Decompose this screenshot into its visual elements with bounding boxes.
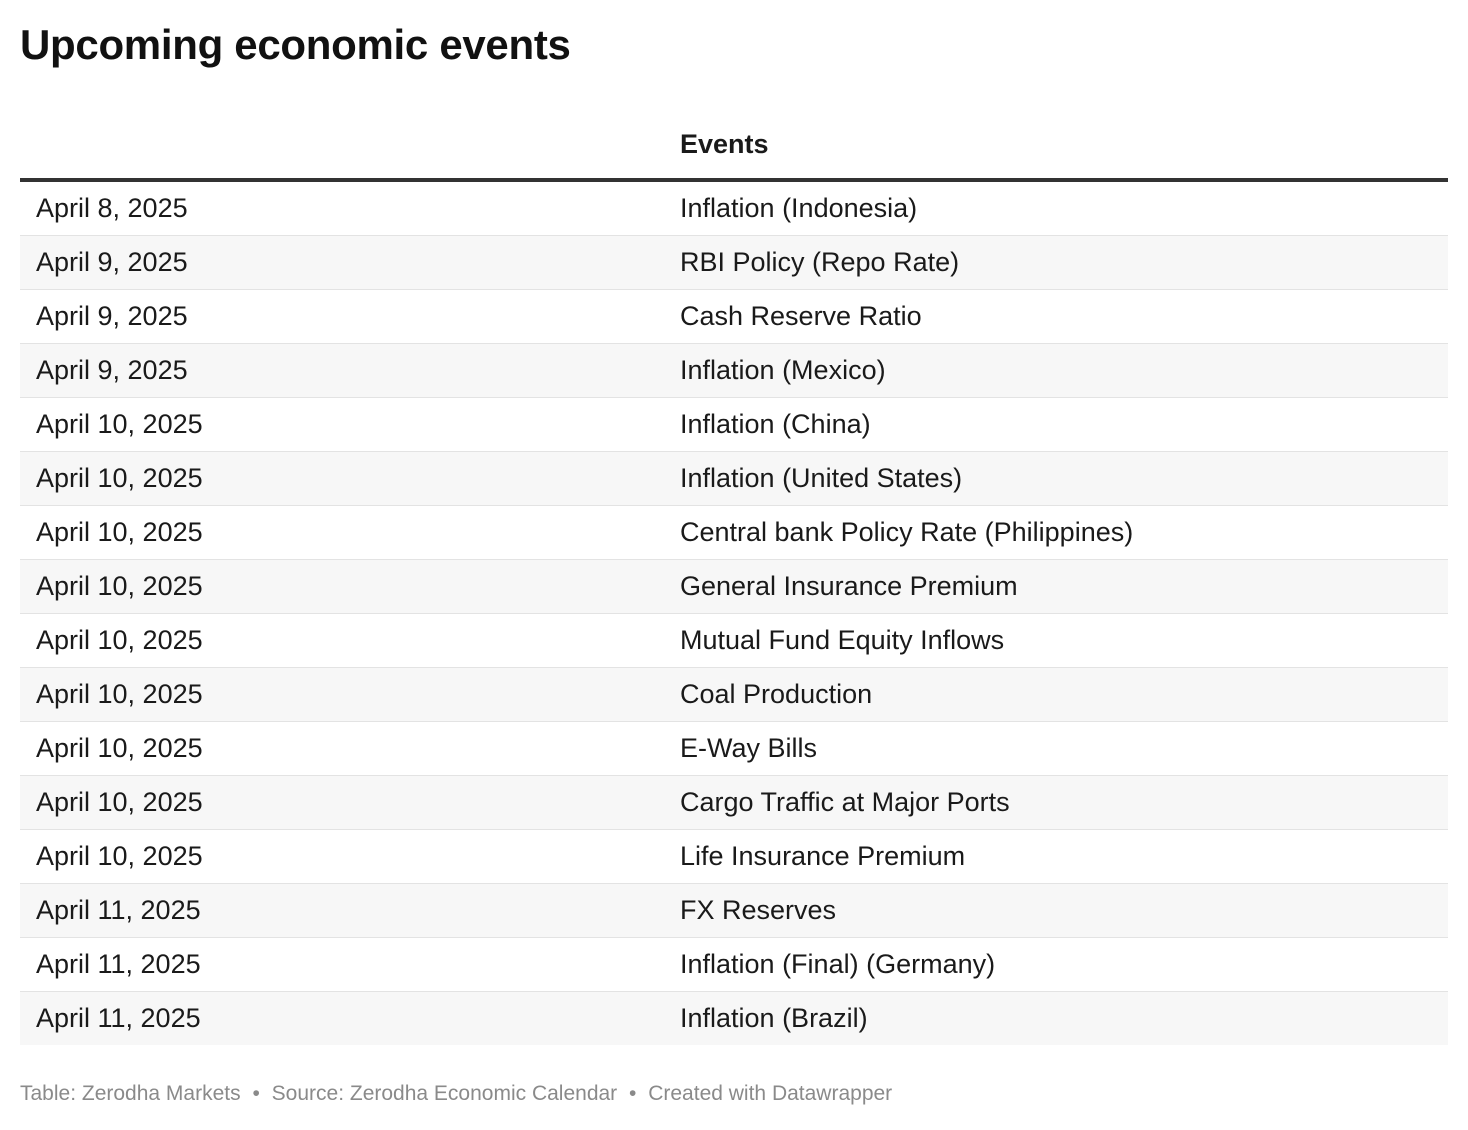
event-name-cell: Inflation (Brazil) bbox=[680, 991, 1448, 1045]
event-name-cell: Coal Production bbox=[680, 667, 1448, 722]
event-name-cell: Mutual Fund Equity Inflows bbox=[680, 613, 1448, 668]
table-row: April 10, 2025 Inflation (China) bbox=[20, 397, 1448, 452]
page-title: Upcoming economic events bbox=[20, 21, 571, 68]
footer-credits: Table: Zerodha Markets • Source: Zerodha… bbox=[20, 1082, 892, 1106]
event-name-cell: Cash Reserve Ratio bbox=[680, 289, 1448, 344]
column-header-events: Events bbox=[680, 110, 1448, 182]
table-row: April 10, 2025 Central bank Policy Rate (… bbox=[20, 505, 1448, 560]
event-date-cell: April 10, 2025 bbox=[20, 451, 680, 506]
footer-separator: • bbox=[629, 1082, 637, 1105]
table-row: April 11, 2025 FX Reserves bbox=[20, 883, 1448, 938]
event-date-cell: April 10, 2025 bbox=[20, 775, 680, 830]
table-header-row: Events bbox=[20, 110, 1448, 182]
event-name-cell: Life Insurance Premium bbox=[680, 829, 1448, 884]
table-row: April 9, 2025 Inflation (Mexico) bbox=[20, 343, 1448, 398]
column-header-date bbox=[20, 110, 680, 182]
event-date-cell: April 9, 2025 bbox=[20, 289, 680, 344]
table-row: April 10, 2025 E-Way Bills bbox=[20, 721, 1448, 776]
event-name-cell: General Insurance Premium bbox=[680, 559, 1448, 614]
table-row: April 10, 2025 Mutual Fund Equity Inflows bbox=[20, 613, 1448, 668]
table-row: April 9, 2025 RBI Policy (Repo Rate) bbox=[20, 235, 1448, 290]
table-body: April 8, 2025 Inflation (Indonesia) April … bbox=[20, 180, 1448, 1045]
table-row: April 11, 2025 Inflation (Final) (Germany… bbox=[20, 937, 1448, 992]
table-row: April 9, 2025 Cash Reserve Ratio bbox=[20, 289, 1448, 344]
event-date-cell: April 10, 2025 bbox=[20, 397, 680, 452]
event-name-cell: Cargo Traffic at Major Ports bbox=[680, 775, 1448, 830]
event-name-cell: Inflation (United States) bbox=[680, 451, 1448, 506]
table-header: Events bbox=[20, 110, 1448, 182]
event-date-cell: April 11, 2025 bbox=[20, 991, 680, 1045]
table-row: April 8, 2025 Inflation (Indonesia) bbox=[20, 180, 1448, 236]
event-name-cell: E-Way Bills bbox=[680, 721, 1448, 776]
event-date-cell: April 10, 2025 bbox=[20, 559, 680, 614]
event-date-cell: April 10, 2025 bbox=[20, 613, 680, 668]
table-row: April 10, 2025 General Insurance Premium bbox=[20, 559, 1448, 614]
created-with-credit: Created with Datawrapper bbox=[648, 1082, 893, 1105]
event-date-cell: April 8, 2025 bbox=[20, 180, 680, 236]
event-name-cell: Inflation (Final) (Germany) bbox=[680, 937, 1448, 992]
event-date-cell: April 9, 2025 bbox=[20, 235, 680, 290]
table-row: April 11, 2025 Inflation (Brazil) bbox=[20, 991, 1448, 1045]
event-date-cell: April 11, 2025 bbox=[20, 883, 680, 938]
event-name-cell: RBI Policy (Repo Rate) bbox=[680, 235, 1448, 290]
event-name-cell: Inflation (China) bbox=[680, 397, 1448, 452]
footer-separator: • bbox=[252, 1082, 260, 1105]
events-table: Events April 8, 2025 Inflation (Indonesia… bbox=[20, 110, 1448, 1045]
event-name-cell: Inflation (Indonesia) bbox=[680, 180, 1448, 236]
event-date-cell: April 10, 2025 bbox=[20, 829, 680, 884]
event-name-cell: Inflation (Mexico) bbox=[680, 343, 1448, 398]
event-date-cell: April 10, 2025 bbox=[20, 667, 680, 722]
event-date-cell: April 10, 2025 bbox=[20, 505, 680, 560]
event-date-cell: April 11, 2025 bbox=[20, 937, 680, 992]
table-row: April 10, 2025 Coal Production bbox=[20, 667, 1448, 722]
event-date-cell: April 10, 2025 bbox=[20, 721, 680, 776]
event-name-cell: Central bank Policy Rate (Philippines) bbox=[680, 505, 1448, 560]
event-name-cell: FX Reserves bbox=[680, 883, 1448, 938]
source-credit: Source: Zerodha Economic Calendar bbox=[271, 1082, 618, 1105]
table-credit: Table: Zerodha Markets bbox=[20, 1082, 241, 1105]
table-row: April 10, 2025 Inflation (United States) bbox=[20, 451, 1448, 506]
event-date-cell: April 9, 2025 bbox=[20, 343, 680, 398]
table-row: April 10, 2025 Cargo Traffic at Major Por… bbox=[20, 775, 1448, 830]
table-row: April 10, 2025 Life Insurance Premium bbox=[20, 829, 1448, 884]
